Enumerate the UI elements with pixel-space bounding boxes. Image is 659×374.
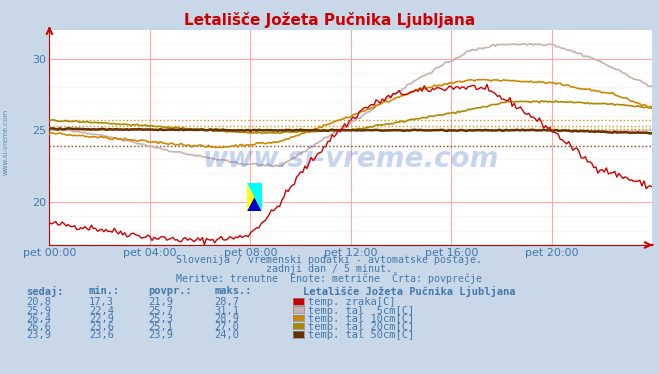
Text: 26,4: 26,4 (26, 314, 51, 324)
Text: 20,8: 20,8 (26, 297, 51, 307)
Text: temp. tal  5cm[C]: temp. tal 5cm[C] (308, 306, 415, 316)
Text: 25,1: 25,1 (148, 322, 173, 332)
Text: 28,9: 28,9 (214, 314, 239, 324)
Text: maks.:: maks.: (214, 286, 252, 296)
Text: temp. zraka[C]: temp. zraka[C] (308, 297, 396, 307)
Text: temp. tal 20cm[C]: temp. tal 20cm[C] (308, 322, 415, 332)
Text: 31,1: 31,1 (214, 306, 239, 316)
Text: Letališče Jožeta Pučnika Ljubljana: Letališče Jožeta Pučnika Ljubljana (303, 286, 515, 297)
Text: temp. tal 10cm[C]: temp. tal 10cm[C] (308, 314, 415, 324)
Text: www.si-vreme.com: www.si-vreme.com (203, 145, 499, 173)
Text: Letališče Jožeta Pučnika Ljubljana: Letališče Jožeta Pučnika Ljubljana (184, 12, 475, 28)
Text: 26,6: 26,6 (26, 322, 51, 332)
Text: 22,4: 22,4 (89, 306, 114, 316)
Polygon shape (247, 197, 262, 211)
Text: 24,0: 24,0 (214, 330, 239, 340)
Text: 27,0: 27,0 (214, 322, 239, 332)
Text: zadnji dan / 5 minut.: zadnji dan / 5 minut. (266, 264, 393, 274)
Text: Meritve: trenutne  Enote: metrične  Črta: povprečje: Meritve: trenutne Enote: metrične Črta: … (177, 272, 482, 284)
Text: Slovenija / vremenski podatki - avtomatske postaje.: Slovenija / vremenski podatki - avtomats… (177, 255, 482, 265)
Text: 22,9: 22,9 (89, 314, 114, 324)
Text: 25,7: 25,7 (148, 306, 173, 316)
Text: 23,6: 23,6 (89, 330, 114, 340)
Text: 21,9: 21,9 (148, 297, 173, 307)
Text: 23,9: 23,9 (148, 330, 173, 340)
Text: 23,6: 23,6 (89, 322, 114, 332)
Text: 25,9: 25,9 (26, 306, 51, 316)
Text: sedaj:: sedaj: (26, 286, 64, 297)
Polygon shape (247, 183, 262, 211)
Text: 25,3: 25,3 (148, 314, 173, 324)
Text: 28,7: 28,7 (214, 297, 239, 307)
Text: 23,9: 23,9 (26, 330, 51, 340)
Polygon shape (247, 183, 262, 211)
Text: www.si-vreme.com: www.si-vreme.com (2, 109, 9, 175)
Text: povpr.:: povpr.: (148, 286, 192, 296)
Text: temp. tal 50cm[C]: temp. tal 50cm[C] (308, 330, 415, 340)
Text: 17,3: 17,3 (89, 297, 114, 307)
Text: min.:: min.: (89, 286, 120, 296)
